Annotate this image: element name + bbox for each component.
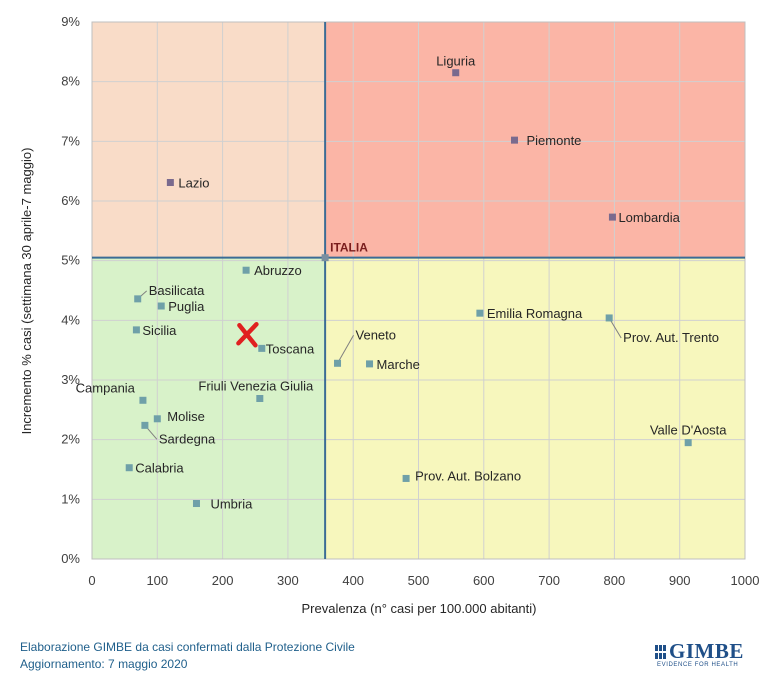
data-point bbox=[166, 179, 174, 187]
data-point bbox=[139, 396, 147, 404]
gimbe-logo-icon bbox=[655, 645, 666, 659]
italia-label: ITALIA bbox=[330, 241, 368, 255]
logo-tagline: EVIDENCE FOR HEALTH bbox=[657, 662, 739, 668]
x-tick-label: 0 bbox=[88, 573, 95, 588]
point-label: Calabria bbox=[135, 461, 184, 476]
point-label: Piemonte bbox=[526, 133, 581, 148]
x-tick-label: 600 bbox=[473, 573, 495, 588]
y-tick-label: 6% bbox=[61, 193, 80, 208]
point-label: Basilicata bbox=[149, 283, 205, 298]
point-label: Abruzzo bbox=[254, 263, 302, 278]
point-label: Marche bbox=[377, 357, 420, 372]
red-cross-icon bbox=[236, 322, 259, 348]
footer-update-date: Aggiornamento: 7 maggio 2020 bbox=[20, 657, 188, 671]
x-tick-label: 200 bbox=[212, 573, 234, 588]
quadrant-backgrounds bbox=[92, 22, 745, 559]
data-point bbox=[605, 314, 613, 322]
data-point bbox=[608, 213, 616, 221]
point-label: Sicilia bbox=[142, 323, 177, 338]
y-tick-label: 8% bbox=[61, 74, 80, 89]
data-point bbox=[684, 439, 692, 447]
point-label: Prov. Aut. Trento bbox=[623, 330, 719, 345]
data-point bbox=[510, 136, 518, 144]
data-point bbox=[256, 394, 264, 402]
point-labels: Liguria Piemonte Lombardia Lazio Abruzzo Basi… bbox=[76, 54, 728, 512]
x-tick-label: 1000 bbox=[731, 573, 760, 588]
italia-point bbox=[321, 254, 329, 262]
data-point bbox=[402, 474, 410, 482]
y-axis-ticks: 0% 1% 2% 3% 4% 5% 6% 7% 8% 9% bbox=[61, 14, 80, 566]
y-tick-label: 4% bbox=[61, 312, 80, 327]
point-label: Sardegna bbox=[159, 431, 216, 446]
data-point bbox=[125, 464, 133, 472]
quadrant-top-left bbox=[92, 22, 326, 258]
gridlines bbox=[91, 21, 746, 560]
point-label: Campania bbox=[76, 380, 136, 395]
point-label: Molise bbox=[167, 409, 205, 424]
y-tick-label: 2% bbox=[61, 432, 80, 447]
point-label: Veneto bbox=[356, 327, 397, 342]
scatter-chart: 0% 1% 2% 3% 4% 5% 6% 7% 8% 9% 0 100 200 300 400 500 600… bbox=[19, 14, 759, 616]
point-label: Prov. Aut. Bolzano bbox=[415, 468, 521, 483]
data-point bbox=[476, 309, 484, 317]
point-label: Lazio bbox=[178, 176, 209, 191]
x-tick-label: 500 bbox=[408, 573, 430, 588]
point-label: Puglia bbox=[168, 299, 205, 314]
y-tick-label: 1% bbox=[61, 491, 80, 506]
x-axis-ticks: 0 100 200 300 400 500 600 700 800 900 1000 bbox=[88, 573, 759, 588]
x-tick-label: 700 bbox=[538, 573, 560, 588]
data-point bbox=[334, 359, 342, 367]
point-label: Liguria bbox=[436, 54, 476, 69]
y-tick-label: 0% bbox=[61, 551, 80, 566]
data-point bbox=[452, 69, 460, 77]
point-label: Valle D'Aosta bbox=[650, 423, 727, 438]
x-tick-label: 800 bbox=[604, 573, 626, 588]
leader-line bbox=[337, 335, 354, 364]
data-point bbox=[192, 500, 200, 508]
point-label: Umbria bbox=[210, 497, 253, 512]
data-points bbox=[125, 69, 692, 508]
data-point bbox=[258, 344, 266, 352]
point-label: Friuli Venezia Giulia bbox=[198, 378, 314, 393]
x-tick-label: 300 bbox=[277, 573, 299, 588]
data-point bbox=[242, 266, 250, 274]
point-label: Toscana bbox=[266, 341, 315, 356]
y-tick-label: 3% bbox=[61, 372, 80, 387]
quadrant-bottom-right bbox=[325, 257, 745, 559]
data-point bbox=[157, 302, 165, 310]
data-point bbox=[134, 295, 142, 303]
quadrant-top-right bbox=[325, 22, 745, 258]
data-point bbox=[132, 326, 140, 334]
x-axis-label: Prevalenza (n° casi per 100.000 abitanti… bbox=[301, 601, 536, 616]
data-point bbox=[141, 421, 149, 429]
data-point bbox=[366, 360, 374, 368]
annotation-marker bbox=[236, 322, 259, 348]
x-tick-label: 400 bbox=[342, 573, 364, 588]
x-tick-label: 900 bbox=[669, 573, 691, 588]
y-tick-label: 9% bbox=[61, 14, 80, 29]
x-tick-label: 100 bbox=[146, 573, 168, 588]
italia-reference-lines bbox=[92, 22, 745, 559]
point-label: Emilia Romagna bbox=[487, 306, 583, 321]
plot-border bbox=[91, 21, 746, 560]
y-axis-label: Incremento % casi (settimana 30 aprile-7… bbox=[19, 148, 34, 435]
footer-source: Elaborazione GIMBE da casi confermati da… bbox=[20, 640, 355, 654]
gimbe-logo: GIMBE EVIDENCE FOR HEALTH bbox=[655, 640, 755, 670]
point-label: Lombardia bbox=[618, 210, 680, 225]
data-point bbox=[153, 415, 161, 423]
y-tick-label: 5% bbox=[61, 253, 80, 268]
logo-name: GIMBE bbox=[669, 639, 744, 663]
y-tick-label: 7% bbox=[61, 133, 80, 148]
quadrant-bottom-left bbox=[92, 257, 326, 559]
